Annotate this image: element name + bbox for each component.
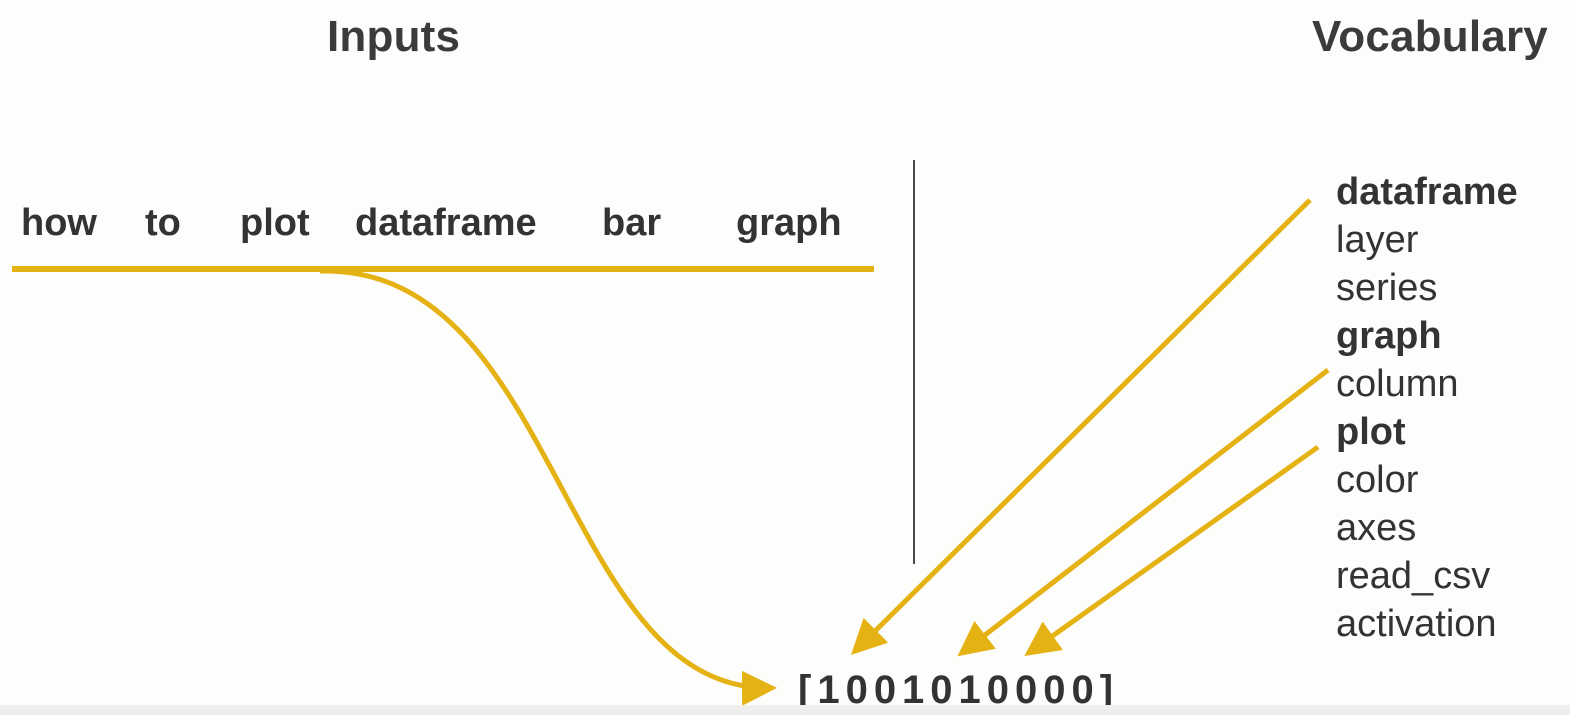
vocab-item-axes: axes xyxy=(1336,507,1417,549)
input-word-bar: bar xyxy=(602,202,662,244)
graph-arrow xyxy=(957,368,1330,657)
vocab-item-graph: graph xyxy=(1336,315,1442,357)
input-word-plot: plot xyxy=(240,202,310,244)
input-word-how: how xyxy=(21,202,97,244)
bottom-bar xyxy=(0,705,1570,715)
input-to-vector-arrow xyxy=(319,268,777,706)
one-hot-vector: [1001010000] xyxy=(798,668,1120,712)
vocab-item-series: series xyxy=(1336,267,1438,309)
vocab-item-plot: plot xyxy=(1336,411,1406,453)
inputs-heading: Inputs xyxy=(327,12,461,61)
vocab-item-read-csv: read_csv xyxy=(1336,555,1491,597)
vocab-item-activation: activation xyxy=(1336,603,1497,645)
input-word-graph: graph xyxy=(736,202,842,244)
vocab-item-layer: layer xyxy=(1336,219,1419,261)
input-word-to: to xyxy=(145,202,181,244)
vocab-item-dataframe: dataframe xyxy=(1336,171,1518,213)
vocab-item-column: column xyxy=(1336,363,1459,405)
plot-arrow xyxy=(1024,444,1320,657)
vocabulary-list: dataframe layer series graph column plot… xyxy=(1336,168,1518,648)
dataframe-arrow xyxy=(851,198,1312,655)
vocabulary-heading: Vocabulary xyxy=(1312,12,1548,61)
input-word-dataframe: dataframe xyxy=(355,202,537,244)
vocab-item-color: color xyxy=(1336,459,1419,501)
